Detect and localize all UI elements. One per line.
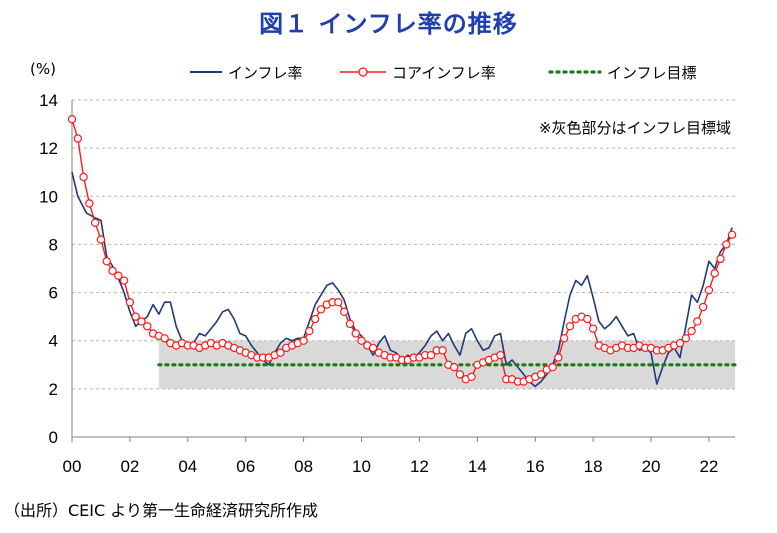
core-inflation-point [727,230,737,239]
core-inflation-point [79,172,88,182]
core-inflation-point [299,336,308,345]
source-note: （出所）CEIC より第一生命経済研究所作成 [4,501,318,520]
core-inflation-point [357,336,366,345]
core-inflation-point [160,334,169,343]
core-inflation-point [305,326,314,336]
core-inflation-point [339,307,349,317]
y-tick-label: 10 [39,187,58,206]
legend-label-core: コアインフレ率 [392,64,496,82]
y-tick-label: 6 [49,284,58,303]
core-inflation-point [675,338,685,348]
core-inflation-point [548,362,557,372]
core-inflation-point [455,370,465,379]
core-inflation-point [119,276,129,285]
core-inflation-point [102,257,111,266]
legend-swatch-core-marker [358,67,368,77]
x-tick-label: 00 [63,457,82,476]
core-inflation-point [693,317,702,326]
core-inflation-point [90,218,100,227]
y-tick-label: 0 [49,428,58,447]
x-tick-label: 04 [178,457,197,476]
core-inflation-point [368,343,378,353]
core-inflation-point [588,324,598,333]
x-tick-label: 08 [294,457,313,476]
y-tick-label: 2 [49,380,58,399]
core-inflation-point [334,298,343,307]
core-inflation-point [536,370,546,379]
x-tick-label: 02 [120,457,139,476]
core-inflation-point [73,134,82,143]
core-inflation-point [704,285,714,295]
y-tick-label: 8 [49,235,58,254]
core-inflation-point [559,334,569,343]
chart-title: 図１ インフレ率の推移 [259,10,518,38]
x-tick-label: 12 [410,457,429,476]
core-inflation-point [426,350,436,360]
x-tick-label: 10 [352,457,371,476]
legend-label-target: インフレ目標 [607,64,697,82]
core-inflation-point [316,305,326,314]
y-axis-unit-label: (%) [30,60,56,78]
core-inflation-point [438,346,447,355]
core-inflation-point [85,199,94,208]
core-inflation-point [449,362,459,372]
core-inflation-point [710,269,719,278]
x-tick-label: 18 [584,457,603,476]
y-tick-label: 12 [39,139,58,158]
x-tick-label: 22 [699,457,718,476]
core-inflation-point [96,235,106,244]
core-inflation-point [108,266,117,276]
core-inflation-point [131,312,140,321]
y-tick-label: 4 [49,332,58,351]
core-inflation-point [143,322,152,331]
legend-label-headline: インフレ率 [228,64,303,82]
core-inflation-point [698,302,708,312]
core-inflation-point [114,271,123,280]
core-inflation-point [467,372,476,382]
core-inflation-point [554,353,563,362]
core-inflation-point [310,314,320,324]
core-inflation-point [67,115,77,124]
x-tick-label: 16 [526,457,545,476]
core-inflation-point [351,329,360,338]
core-inflation-point [496,350,505,360]
core-inflation-point [687,326,696,336]
x-tick-label: 14 [468,457,487,476]
core-inflation-point [716,254,725,264]
x-tick-label: 06 [236,457,255,476]
y-tick-label: 14 [39,91,58,110]
core-inflation-point [345,319,355,329]
core-inflation-point [276,348,285,357]
core-inflation-point [681,334,690,343]
core-inflation-point [565,322,575,331]
x-tick-label: 20 [642,457,661,476]
core-inflation-point [583,314,592,324]
core-inflation-point [125,298,135,307]
target-band-note: ※灰色部分はインフレ目標域 [539,119,731,137]
core-inflation-point [722,240,731,249]
core-inflation-point [137,317,146,326]
